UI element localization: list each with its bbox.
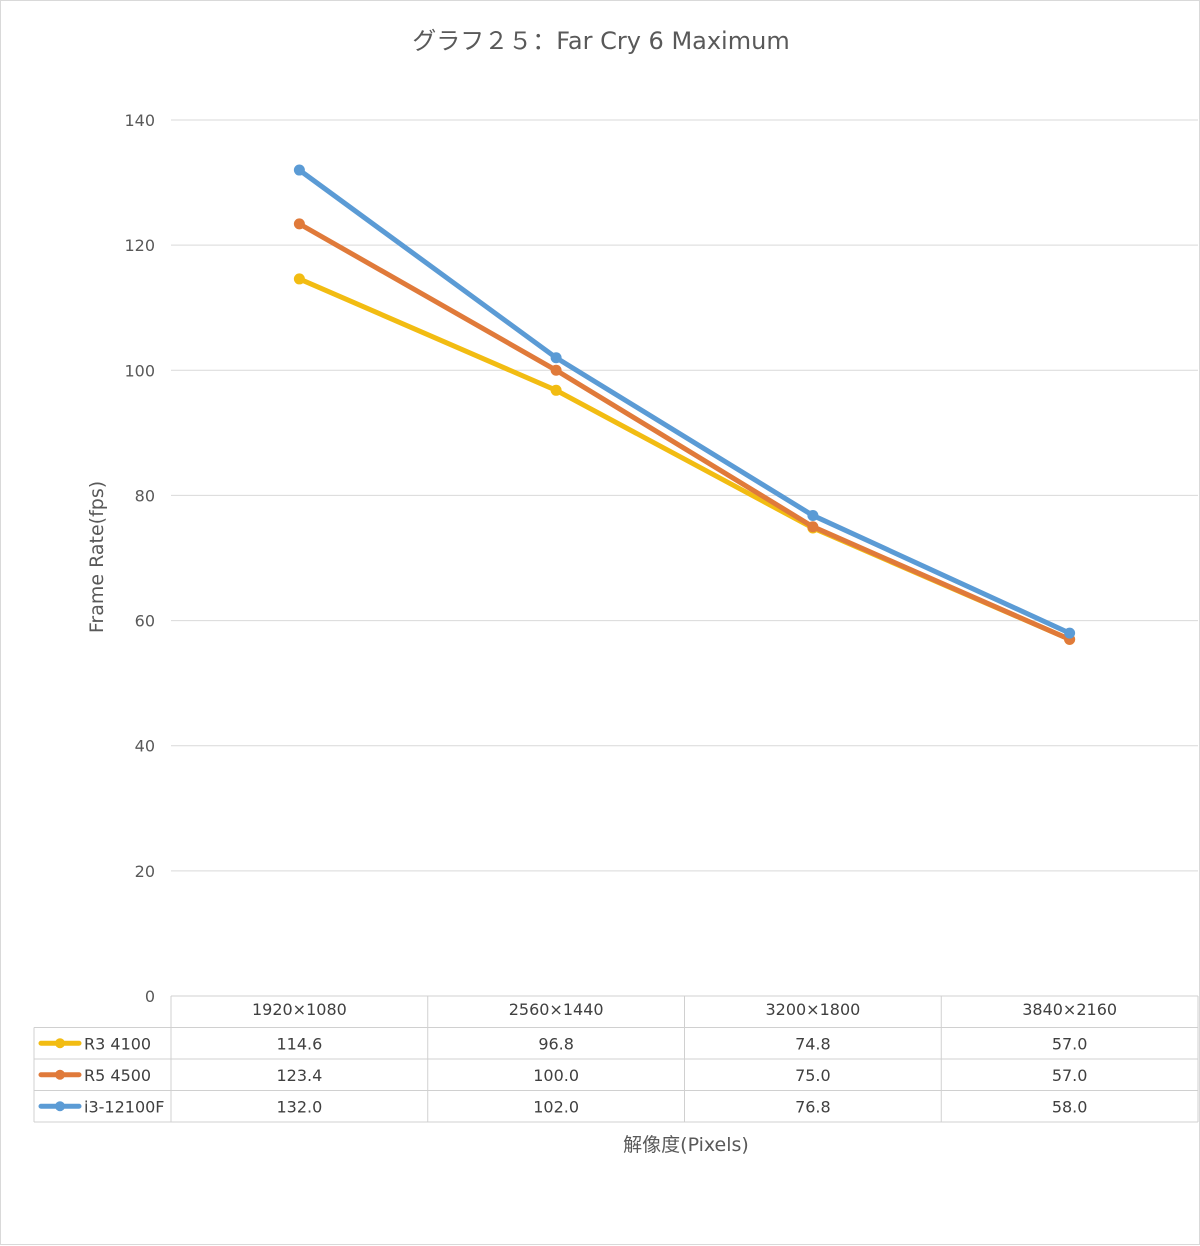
y-tick-label: 100 [124,361,155,380]
gridlines [171,119,1198,997]
y-tick-label: 40 [135,737,155,756]
chart-title: グラフ２５：Far Cry 6 Maximum [412,27,789,55]
series-i3-12100f [293,164,1076,639]
data-label: 100.0 [533,1066,579,1085]
legend-label: i3-12100F [84,1097,165,1116]
data-label: 75.0 [795,1066,831,1085]
x-tick-label: 3200×1800 [765,1000,860,1019]
legend-key-marker [55,1101,65,1112]
y-axis-ticks: 0 20 40 60 80 100 120 140 [124,111,155,1006]
x-axis-label: 解像度(Pixels) [623,1134,749,1156]
legend-key-marker [55,1069,65,1080]
series-lines [293,164,1076,645]
y-tick-label: 0 [145,987,155,1006]
legend-label: R3 4100 [84,1034,151,1053]
data-point [807,521,819,533]
data-label: 76.8 [795,1097,831,1116]
data-label: 57.0 [1052,1066,1088,1085]
data-point [293,273,305,285]
x-tick-label: 1920×1080 [252,1000,347,1019]
data-point [293,164,305,176]
data-label: 74.8 [795,1034,831,1053]
x-tick-label: 3840×2160 [1022,1000,1117,1019]
series-line [296,276,1073,642]
legend-label: R5 4500 [84,1066,151,1085]
y-tick-label: 120 [124,236,155,255]
y-axis-label: Frame Rate(fps) [86,481,108,633]
data-label: 123.4 [276,1066,322,1085]
data-point [807,509,819,521]
series-line [296,221,1073,642]
x-tick-label: 2560×1440 [509,1000,604,1019]
data-point [550,364,562,376]
legend-key-marker [55,1038,65,1049]
series-r5-4500 [293,218,1076,645]
data-table: 1920×1080 2560×1440 3200×1800 3840×2160 R3 4… [33,995,1199,1123]
data-point [550,352,562,364]
y-tick-label: 60 [135,612,155,631]
data-label: 114.6 [276,1034,322,1053]
y-tick-label: 140 [124,111,155,130]
data-point [1064,627,1076,639]
series-line [296,167,1073,636]
data-label: 58.0 [1052,1097,1088,1116]
y-tick-label: 20 [135,862,155,881]
data-point [293,218,305,230]
data-point [550,384,562,396]
data-label: 96.8 [538,1034,574,1053]
data-label: 102.0 [533,1097,579,1116]
data-label: 57.0 [1052,1034,1088,1053]
y-tick-label: 80 [135,486,155,505]
data-label: 132.0 [276,1097,322,1116]
